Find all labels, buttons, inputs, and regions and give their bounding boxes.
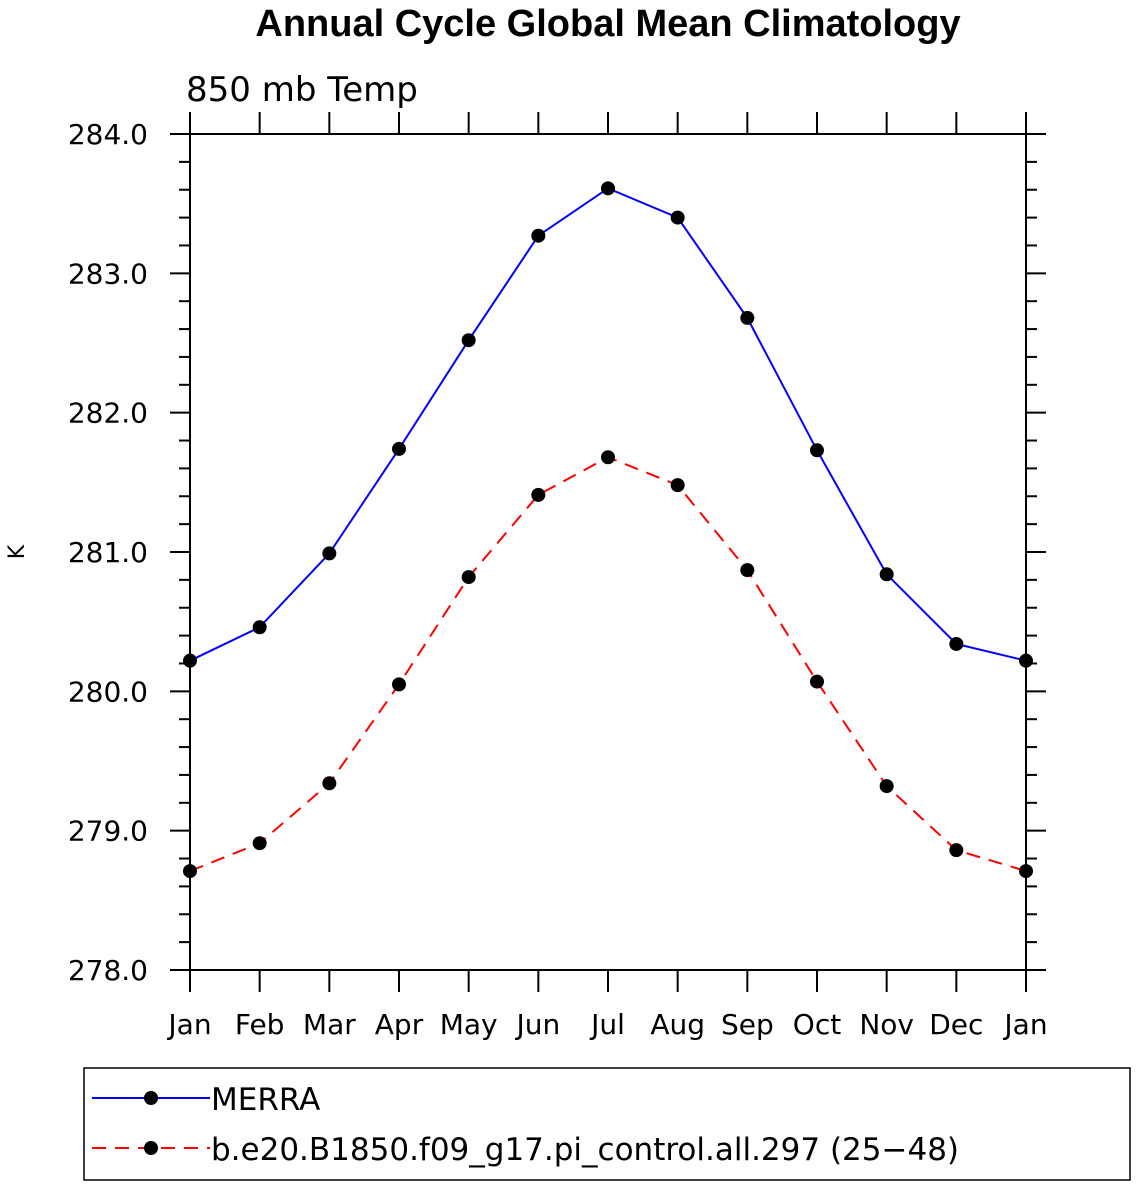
legend: MERRA b.e20.B1850.f09_g17.pi_control.all…: [83, 1067, 1131, 1181]
x-tick-label: Dec: [929, 1008, 983, 1041]
data-point: [531, 228, 546, 243]
series-line: [189, 456, 1027, 873]
data-point: [322, 546, 337, 561]
plot-axes: [170, 112, 1046, 992]
legend-label-merra: MERRA: [211, 1082, 320, 1118]
series-model: [183, 450, 1033, 879]
y-tick-label: 283.0: [68, 257, 148, 290]
data-point: [949, 636, 964, 651]
series-line: [189, 187, 1027, 662]
y-axis-label: K: [5, 544, 30, 559]
data-point: [879, 779, 894, 794]
y-tick-label: 281.0: [68, 536, 148, 569]
x-tick-label: Oct: [793, 1008, 841, 1041]
data-point: [183, 653, 197, 668]
x-tick-label: Jan: [1002, 1008, 1047, 1041]
y-tick-labels: 278.0 279.0 280.0 281.0 282.0 283.0 284.0: [68, 118, 148, 987]
data-point: [670, 210, 685, 225]
series-merra: [183, 181, 1033, 668]
data-point: [810, 674, 824, 689]
data-point: [1019, 864, 1033, 879]
data-point: [810, 443, 824, 458]
legend-marker-model: [144, 1141, 158, 1155]
x-tick-label: May: [440, 1008, 498, 1041]
data-point: [531, 487, 546, 502]
y-tick-label: 279.0: [68, 815, 148, 848]
data-point: [670, 478, 685, 493]
x-tick-label: Apr: [375, 1008, 424, 1041]
chart-subtitle: 850 mb Temp: [186, 70, 418, 110]
data-point: [392, 441, 406, 456]
legend-marker-merra: [144, 1091, 158, 1105]
y-tick-label: 278.0: [68, 954, 148, 987]
x-tick-label: Aug: [650, 1008, 705, 1041]
data-point: [461, 570, 476, 585]
plot-frame: [189, 133, 1027, 971]
series-layer: [183, 181, 1033, 879]
y-tick-label: 280.0: [68, 675, 148, 708]
data-point: [392, 677, 406, 692]
x-tick-label: Jan: [166, 1008, 211, 1041]
legend-box: [83, 1067, 1131, 1181]
x-tick-label: Sep: [721, 1008, 774, 1041]
data-point: [252, 620, 267, 635]
x-tick-label: Mar: [303, 1008, 356, 1041]
data-point: [949, 843, 964, 858]
y-tick-label: 282.0: [68, 397, 148, 430]
x-tick-label: Jun: [514, 1008, 560, 1041]
y-tick-label: 284.0: [68, 118, 148, 151]
x-tick-label: Jul: [589, 1008, 625, 1041]
data-point: [322, 776, 337, 791]
data-point: [1019, 653, 1033, 668]
x-tick-label: Nov: [859, 1008, 914, 1041]
legend-label-model: b.e20.B1850.f09_g17.pi_control.all.297 (…: [211, 1132, 959, 1168]
x-tick-labels: Jan Feb Mar Apr May Jun Jul Aug Sep Oct Nov Dec Jan: [166, 1008, 1047, 1041]
data-point: [740, 563, 755, 578]
data-point: [461, 333, 476, 348]
data-point: [252, 836, 267, 851]
data-point: [740, 310, 755, 325]
chart-title: Annual Cycle Global Mean Climatology: [255, 3, 960, 45]
x-tick-label: Feb: [235, 1008, 285, 1041]
data-point: [601, 181, 615, 196]
data-point: [183, 864, 197, 879]
data-point: [879, 567, 894, 582]
data-point: [601, 450, 615, 465]
